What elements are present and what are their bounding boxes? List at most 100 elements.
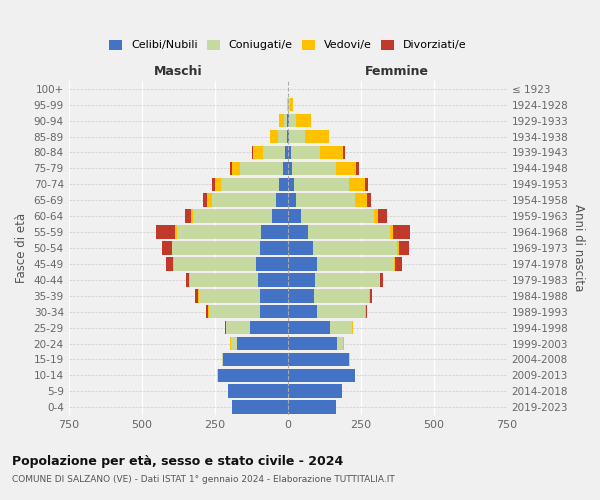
Bar: [161, 241, 172, 255]
Bar: [230, 162, 232, 175]
Bar: [370, 289, 373, 302]
Text: COMUNE DI SALZANO (VE) - Dati ISTAT 1° gennaio 2024 - Elaborazione TUTTITALIA.IT: COMUNE DI SALZANO (VE) - Dati ISTAT 1° g…: [12, 475, 395, 484]
Bar: [287, 114, 289, 128]
Bar: [356, 162, 359, 175]
Bar: [397, 241, 398, 255]
Bar: [287, 130, 289, 143]
Bar: [290, 98, 293, 112]
Bar: [313, 241, 397, 255]
Bar: [218, 368, 287, 382]
Bar: [208, 194, 212, 207]
Bar: [367, 194, 371, 207]
Bar: [271, 130, 278, 143]
Bar: [390, 226, 393, 239]
Bar: [287, 210, 301, 223]
Text: Femmine: Femmine: [365, 66, 429, 78]
Bar: [278, 130, 287, 143]
Bar: [378, 210, 387, 223]
Bar: [317, 305, 365, 318]
Bar: [174, 257, 256, 270]
Bar: [308, 226, 390, 239]
Legend: Celibi/Nubili, Coniugati/e, Vedovi/e, Divorziati/e: Celibi/Nubili, Coniugati/e, Vedovi/e, Di…: [109, 40, 467, 50]
Bar: [296, 194, 355, 207]
Bar: [289, 114, 296, 128]
Bar: [349, 352, 350, 366]
Bar: [195, 289, 198, 302]
Text: Maschi: Maschi: [154, 66, 202, 78]
Bar: [256, 257, 287, 270]
Bar: [343, 146, 344, 159]
Bar: [365, 178, 368, 191]
Bar: [250, 321, 287, 334]
Bar: [272, 210, 287, 223]
Bar: [287, 257, 317, 270]
Bar: [398, 241, 409, 255]
Bar: [287, 400, 336, 414]
Bar: [252, 146, 253, 159]
Bar: [259, 273, 287, 286]
Bar: [212, 178, 215, 191]
Bar: [232, 162, 239, 175]
Bar: [231, 336, 236, 350]
Bar: [283, 162, 287, 175]
Bar: [316, 273, 380, 286]
Bar: [279, 178, 287, 191]
Bar: [287, 178, 293, 191]
Bar: [293, 178, 349, 191]
Bar: [172, 241, 260, 255]
Bar: [365, 305, 367, 318]
Bar: [287, 305, 317, 318]
Bar: [260, 305, 287, 318]
Bar: [286, 146, 287, 159]
Bar: [296, 114, 311, 128]
Bar: [239, 162, 283, 175]
Bar: [287, 336, 337, 350]
Bar: [186, 273, 189, 286]
Bar: [380, 273, 383, 286]
Bar: [221, 178, 279, 191]
Bar: [156, 226, 175, 239]
Bar: [226, 321, 250, 334]
Bar: [287, 352, 349, 366]
Bar: [263, 146, 286, 159]
Bar: [206, 305, 208, 318]
Bar: [317, 257, 394, 270]
Bar: [395, 257, 402, 270]
Bar: [289, 130, 305, 143]
Bar: [287, 321, 330, 334]
Bar: [232, 400, 287, 414]
Bar: [185, 210, 191, 223]
Bar: [287, 368, 355, 382]
Bar: [166, 257, 173, 270]
Bar: [193, 210, 272, 223]
Bar: [355, 194, 367, 207]
Bar: [279, 114, 284, 128]
Bar: [349, 178, 365, 191]
Bar: [320, 146, 343, 159]
Bar: [191, 210, 193, 223]
Bar: [287, 241, 313, 255]
Bar: [253, 146, 263, 159]
Bar: [199, 289, 260, 302]
Bar: [287, 226, 308, 239]
Bar: [287, 273, 316, 286]
Bar: [260, 289, 287, 302]
Bar: [288, 98, 290, 112]
Bar: [314, 289, 370, 302]
Bar: [236, 336, 287, 350]
Bar: [262, 226, 287, 239]
Bar: [223, 352, 287, 366]
Bar: [290, 146, 320, 159]
Bar: [190, 273, 259, 286]
Bar: [393, 226, 410, 239]
Bar: [215, 178, 221, 191]
Bar: [287, 194, 296, 207]
Bar: [292, 162, 336, 175]
Y-axis label: Fasce di età: Fasce di età: [15, 213, 28, 283]
Bar: [284, 114, 287, 128]
Bar: [305, 130, 329, 143]
Y-axis label: Anni di nascita: Anni di nascita: [572, 204, 585, 292]
Bar: [177, 226, 262, 239]
Bar: [287, 384, 342, 398]
Bar: [203, 194, 208, 207]
